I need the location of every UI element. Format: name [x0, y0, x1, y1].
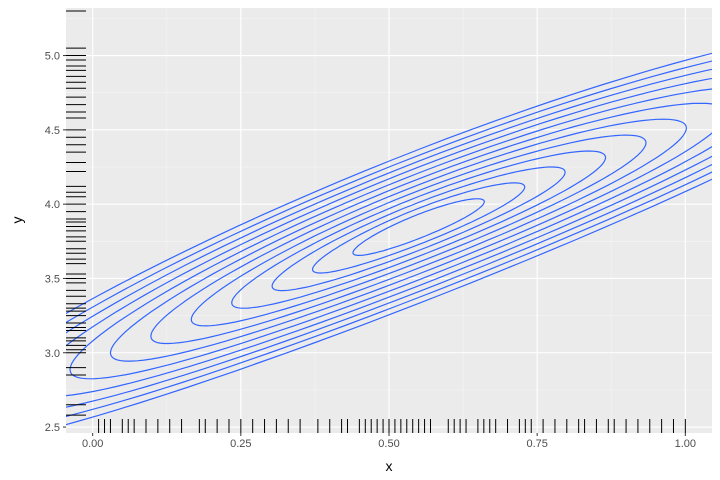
contour-line: [66, 60, 712, 418]
contour-line: [109, 102, 712, 362]
x-tick-label: 0.75: [526, 438, 547, 450]
contour-line: [69, 88, 712, 380]
contour-line: [190, 134, 647, 327]
x-tick-label: 0.00: [82, 438, 103, 450]
contour-line: [150, 118, 688, 345]
y-tick-label: 3.0: [45, 348, 60, 360]
contour-line: [66, 68, 712, 408]
y-tick-label: 4.5: [45, 125, 60, 137]
y-axis-title: y: [9, 217, 25, 224]
contour-line: [231, 150, 607, 309]
contour-line: [311, 182, 526, 274]
y-tick-label: 2.5: [45, 422, 60, 434]
y-axis: 2.5 3.0 3.5 4.0 4.5 5.0: [45, 51, 66, 434]
y-tick-label: 3.5: [45, 273, 60, 285]
y-rug: [66, 10, 86, 416]
x-rug: [98, 419, 686, 433]
y-tick-label: 5.0: [45, 51, 60, 63]
contour-line: [66, 52, 712, 426]
contour-lines: [66, 52, 712, 426]
y-tick-label: 4.0: [45, 199, 60, 211]
contour-line: [271, 166, 566, 292]
contour-line: [352, 198, 485, 256]
x-axis-title: x: [386, 458, 393, 474]
x-tick-label: 0.25: [230, 438, 251, 450]
x-tick-label: 1.00: [675, 438, 696, 450]
x-axis: 0.00 0.25 0.50 0.75 1.00: [82, 433, 696, 450]
contour-line: [66, 77, 712, 397]
x-tick-label: 0.50: [378, 438, 399, 450]
